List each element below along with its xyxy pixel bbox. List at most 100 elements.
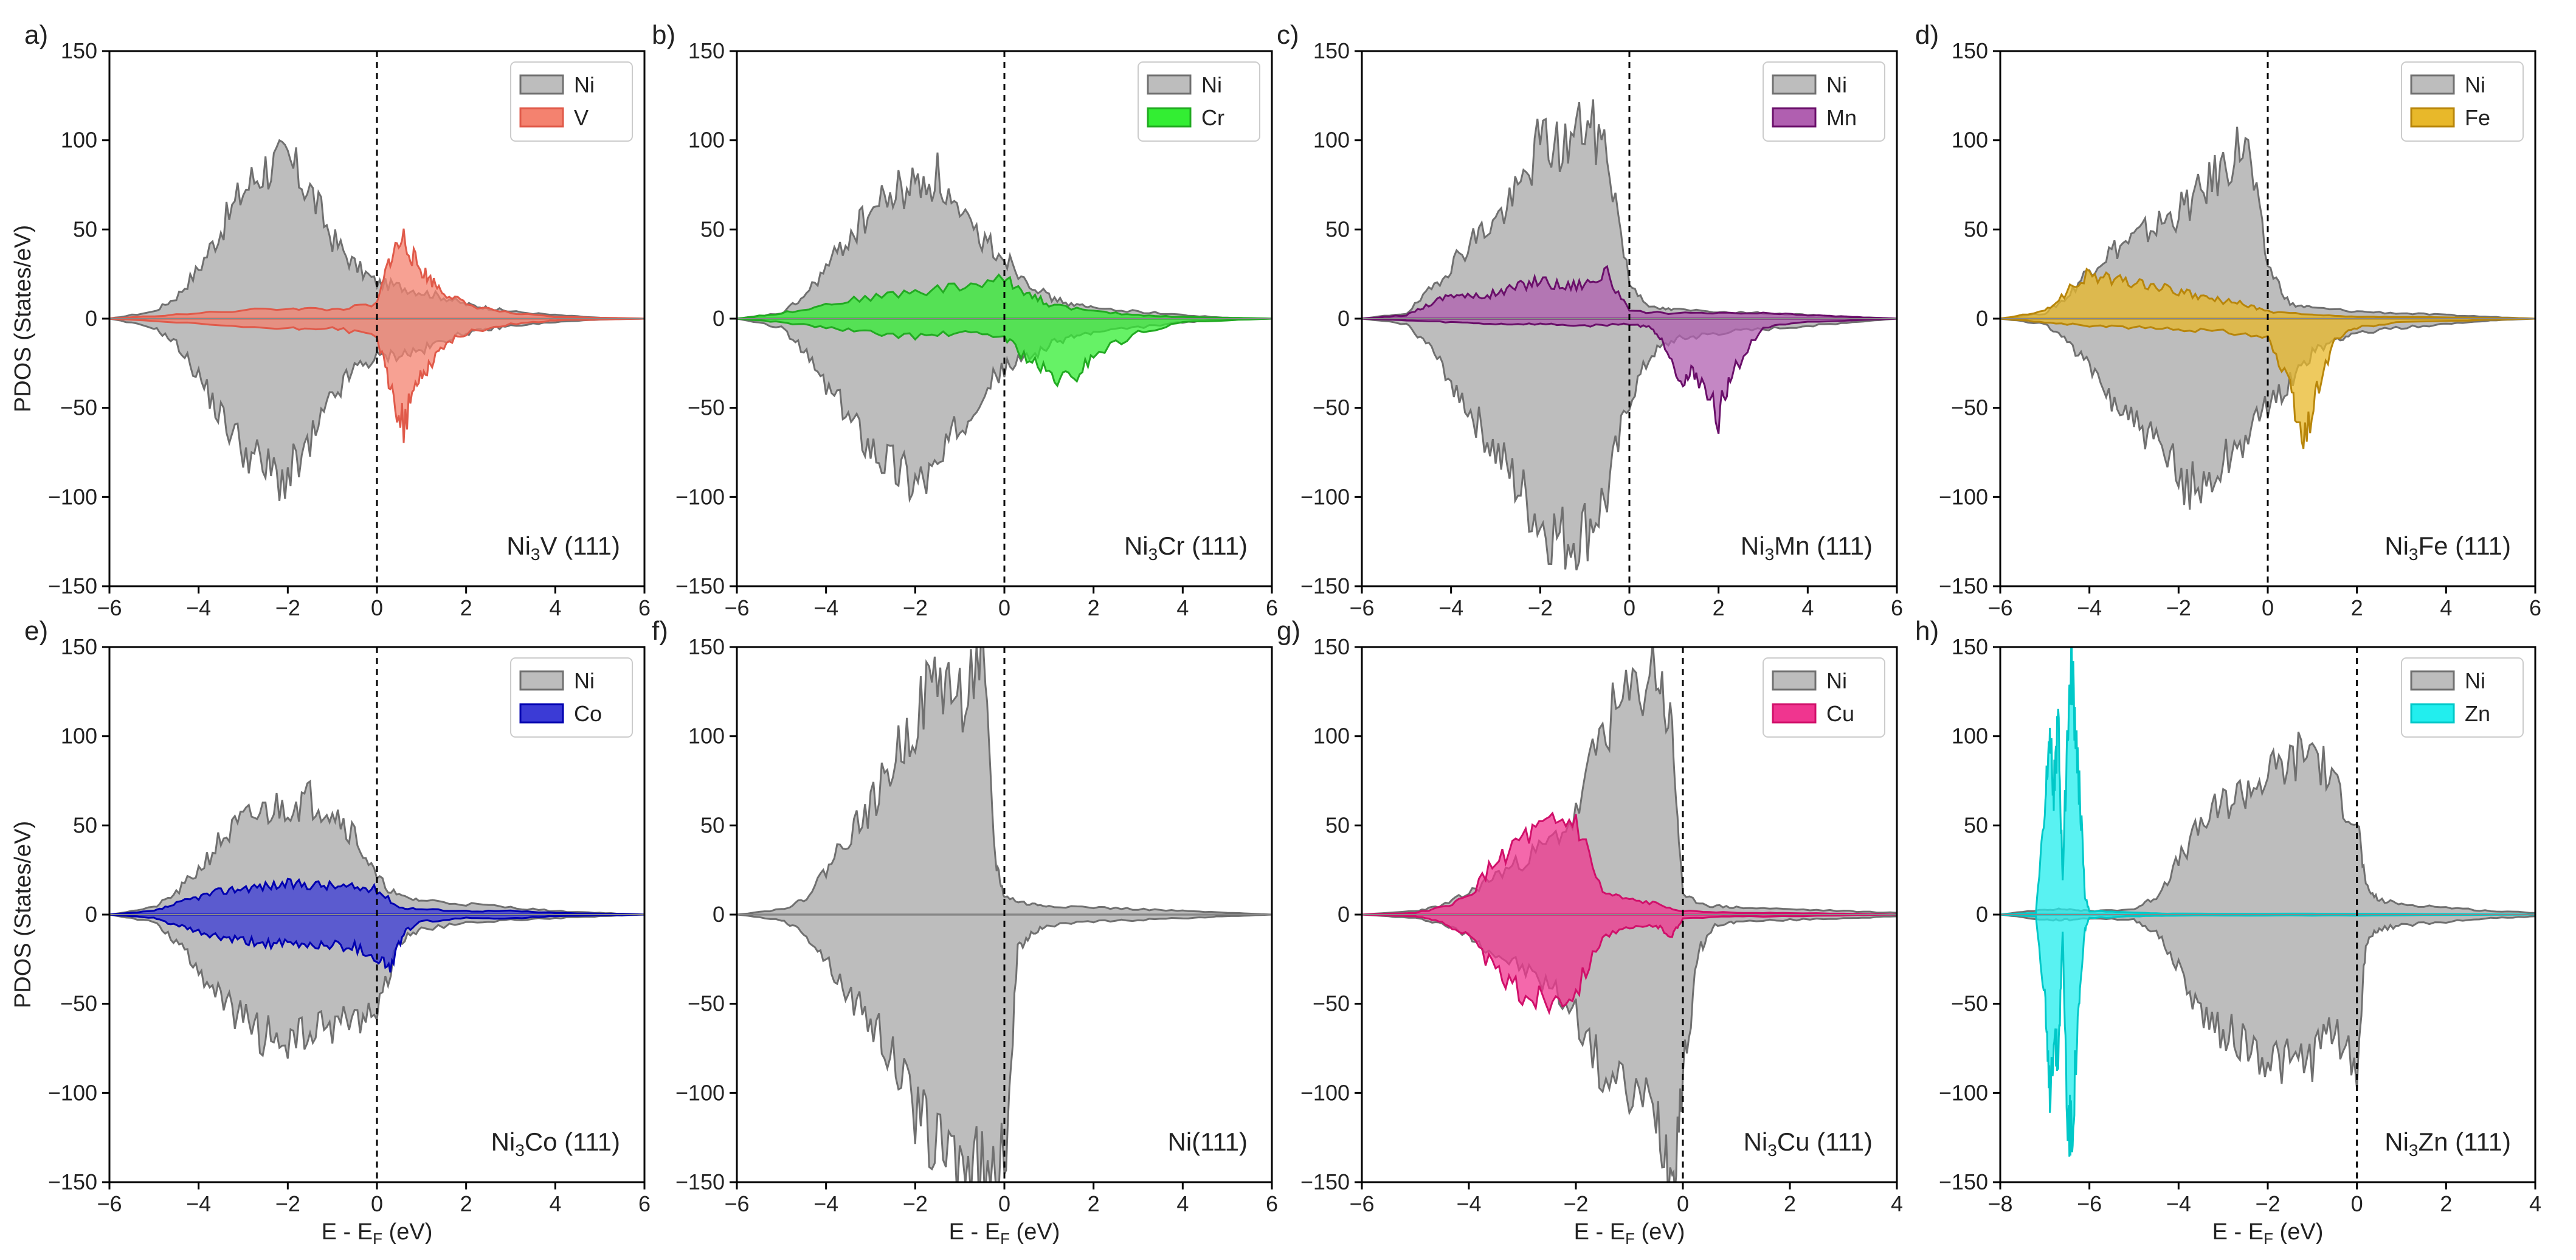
x-tick-label: −6 (724, 1191, 749, 1216)
y-tick-label: −150 (48, 1169, 97, 1194)
dopant-spin-up-area (1362, 811, 1897, 916)
y-axis-label: PDOS (States/eV) (10, 821, 36, 1008)
panel-a: −6 −4 −2 0 2 4 6 −150 −100 −50 0 50 100 150 a) PDOS (St… (10, 20, 651, 620)
panel-g: −6 −4 −2 0 2 4 −150 −100 −50 0 50 100 150 g) E - EF (e… (1277, 616, 1903, 1248)
plot-area (1362, 99, 1897, 570)
y-tick-label: −100 (1300, 1080, 1350, 1105)
x-axis-label: E - EF (eV) (322, 1219, 433, 1248)
x-tick-label: 0 (998, 1191, 1010, 1216)
x-tick-label: 4 (1176, 595, 1189, 620)
y-tick-label: 150 (688, 634, 725, 659)
panel-b: −6 −4 −2 0 2 4 6 −150 −100 −50 0 50 100 150 b) Ni3Cr (1… (652, 20, 1278, 620)
x-tick-label: 4 (2440, 595, 2452, 620)
y-tick-label: 0 (85, 902, 97, 927)
dopant-spin-down-area (737, 317, 1272, 388)
ni-spin-up-area (109, 780, 644, 916)
x-tick-label: 0 (1677, 1191, 1689, 1216)
y-tick-label: −150 (675, 573, 725, 598)
panel-label: e) (24, 616, 48, 646)
y-tick-label: 0 (1338, 902, 1350, 927)
x-tick-label: −2 (275, 595, 300, 620)
panel-d: −6 −4 −2 0 2 4 6 −150 −100 −50 0 50 100 150 d) Ni3Fe (1… (1915, 20, 2541, 620)
panel-label: f) (652, 616, 668, 646)
legend-box (2401, 657, 2524, 738)
ni-spin-down-area (2000, 913, 2535, 1090)
x-axis-label: E - EF (eV) (2212, 1219, 2324, 1248)
legend-box (510, 657, 633, 738)
x-tick-label: −4 (186, 1191, 211, 1216)
dopant-spin-down-area (2000, 317, 2535, 449)
x-tick-label: −4 (1456, 1191, 1481, 1216)
x-tick-label: −2 (275, 1191, 300, 1216)
dopant-spin-down-area (1362, 913, 1897, 1016)
legend-entry: Mn (1826, 105, 1857, 130)
x-tick-label: 4 (549, 1191, 561, 1216)
x-tick-label: 6 (2529, 595, 2541, 620)
y-tick-label: 100 (1313, 128, 1350, 153)
x-tick-label: 2 (1784, 1191, 1796, 1216)
x-tick-label: −2 (2166, 595, 2191, 620)
ni-spin-down-area (109, 317, 644, 501)
y-tick-label: 50 (1325, 812, 1350, 837)
dopant-spin-up-area (1362, 265, 1897, 320)
legend-swatch (1772, 670, 1817, 691)
x-axis-label: E - EF (eV) (1574, 1219, 1685, 1248)
y-tick-label: 0 (713, 902, 725, 927)
x-tick-label: 2 (1088, 595, 1100, 620)
dopant-spin-down-area (109, 317, 644, 443)
y-tick-label: 100 (61, 724, 97, 749)
x-tick-label: −2 (903, 595, 928, 620)
y-tick-label: 50 (700, 216, 725, 241)
panel-label: h) (1915, 616, 1939, 646)
plot-area (2000, 647, 2535, 1157)
ni-spin-down-area (1362, 913, 1897, 1182)
system-label: Ni(111) (1168, 1127, 1248, 1156)
y-tick-label: −100 (1300, 484, 1350, 509)
y-tick-label: −50 (688, 991, 725, 1016)
x-tick-label: −6 (724, 595, 749, 620)
x-tick-label: 0 (2351, 1191, 2363, 1216)
legend-entry: Ni (1826, 668, 1847, 693)
legend-swatch (1147, 74, 1192, 95)
x-tick-label: 0 (371, 595, 383, 620)
plot-area (737, 647, 1272, 1182)
ni-spin-down-area (737, 913, 1272, 1182)
y-tick-label: 50 (73, 216, 97, 241)
x-tick-label: −2 (903, 1191, 928, 1216)
legend-entry: Ni (574, 668, 595, 693)
x-tick-label: −6 (2077, 1191, 2102, 1216)
panel-label: g) (1277, 616, 1300, 646)
x-tick-label: −4 (2077, 595, 2102, 620)
y-tick-label: 150 (61, 38, 97, 63)
y-tick-label: −150 (1300, 573, 1350, 598)
x-tick-label: −4 (186, 595, 211, 620)
x-tick-label: −6 (1349, 595, 1374, 620)
x-tick-label: −2 (1528, 595, 1553, 620)
legend-box (1763, 61, 1885, 142)
legend-swatch (519, 703, 564, 724)
x-axis-label: E - EF (eV) (949, 1219, 1060, 1248)
y-tick-label: −50 (1313, 991, 1350, 1016)
x-tick-label: 4 (1176, 1191, 1189, 1216)
x-tick-label: 0 (1623, 595, 1635, 620)
y-tick-label: 150 (1313, 38, 1350, 63)
dopant-spin-up-area (2000, 267, 2535, 320)
y-tick-label: 100 (1952, 128, 1988, 153)
x-tick-label: 0 (371, 1191, 383, 1216)
y-tick-label: 100 (1952, 724, 1988, 749)
legend-swatch (1772, 703, 1817, 724)
y-tick-label: −100 (48, 1080, 97, 1105)
y-tick-label: −100 (675, 1080, 725, 1105)
y-tick-label: −100 (1939, 1080, 1988, 1105)
y-tick-label: 150 (1952, 38, 1988, 63)
x-tick-label: 2 (1088, 1191, 1100, 1216)
y-tick-label: −50 (1313, 395, 1350, 420)
ni-spin-up-area (737, 647, 1272, 916)
y-tick-label: −100 (48, 484, 97, 509)
y-tick-label: 150 (1313, 634, 1350, 659)
system-label: Ni3V (111) (506, 531, 620, 564)
y-tick-label: 100 (688, 128, 725, 153)
y-tick-label: 100 (1313, 724, 1350, 749)
system-label: Ni3Cr (111) (1124, 531, 1248, 564)
